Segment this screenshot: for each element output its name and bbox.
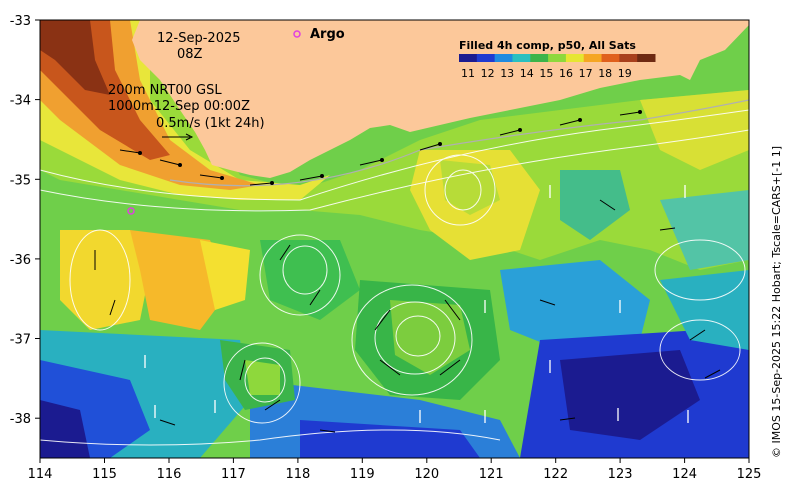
x-axis: 114 115 116 117 118 119 120 121 122 123 … — [28, 458, 762, 482]
legend-swatch — [583, 54, 603, 62]
x-tick-label: 118 — [285, 467, 310, 482]
scale-arrow — [162, 133, 194, 141]
x-tick-label: 116 — [157, 467, 182, 482]
legend-swatch — [565, 54, 585, 62]
legend-tick-label: 18 — [598, 67, 612, 80]
plot-area — [40, 20, 749, 458]
legend-swatch — [530, 54, 549, 62]
y-axis: -33 -34 -35 -36 -37 -38 — [10, 14, 40, 427]
legend-swatch — [494, 54, 513, 62]
color-legend: Filled 4h comp, p50, All Sats 11 12 13 14 15… — [459, 39, 656, 80]
current-vectors — [94, 110, 721, 433]
legend-swatch — [548, 54, 567, 62]
legend-tick-label: 12 — [481, 67, 495, 80]
legend-tick-label: 15 — [539, 67, 553, 80]
legend-tick-label: 14 — [520, 67, 534, 80]
x-tick-label: 122 — [543, 467, 568, 482]
x-tick-label: 117 — [221, 467, 246, 482]
y-tick-label: -36 — [10, 253, 31, 268]
argo-label: Argo — [310, 27, 345, 42]
x-tick-label: 114 — [28, 467, 53, 482]
argo-float-marker[interactable] — [127, 207, 135, 215]
legend-swatch — [512, 54, 531, 62]
legend-tick-label: 17 — [579, 67, 593, 80]
x-tick-label: 125 — [737, 467, 762, 482]
y-tick-label: -34 — [10, 94, 31, 109]
legend-tick-label: 11 — [461, 67, 475, 80]
legend-swatch — [459, 54, 478, 62]
legend-tick-label: 19 — [618, 67, 632, 80]
date-label: 12-Sep-2025 — [157, 31, 241, 46]
argo-legend-marker — [293, 30, 301, 38]
legend-swatch — [619, 54, 638, 62]
y-tick-label: -35 — [10, 173, 31, 188]
contour-lines — [40, 109, 749, 446]
legend-tick-label: 16 — [559, 67, 573, 80]
credit-text: © IMOS 15-Sep-2025 15:22 Hobart; Tscale=… — [770, 146, 783, 458]
legend-swatch — [476, 54, 496, 62]
y-tick-label: -38 — [10, 412, 31, 427]
legend-swatch — [637, 54, 656, 62]
x-tick-label: 119 — [350, 467, 375, 482]
legend-tick-label: 13 — [500, 67, 514, 80]
scale-label: 0.5m/s (1kt 24h) — [156, 116, 265, 131]
x-tick-label: 120 — [414, 467, 439, 482]
x-tick-label: 121 — [479, 467, 504, 482]
plot-frame — [39, 19, 750, 459]
hour-label: 08Z — [177, 47, 203, 62]
y-tick-label: -33 — [10, 14, 31, 29]
isobath-200m — [169, 99, 749, 187]
y-tick-label: -37 — [10, 333, 31, 348]
sst-field — [40, 20, 749, 458]
x-tick-label: 124 — [672, 467, 697, 482]
x-tick-label: 123 — [608, 467, 633, 482]
legend-title: Filled 4h comp, p50, All Sats — [459, 39, 636, 52]
legend-colorbar — [459, 54, 656, 62]
contour-info-line2: 1000m12-Sep 00:00Z — [108, 99, 250, 114]
contour-info-line1: 200m NRT00 GSL — [108, 83, 222, 98]
x-tick-label: 115 — [92, 467, 117, 482]
argo-drift-vectors — [144, 185, 689, 423]
legend-swatch — [601, 54, 620, 62]
